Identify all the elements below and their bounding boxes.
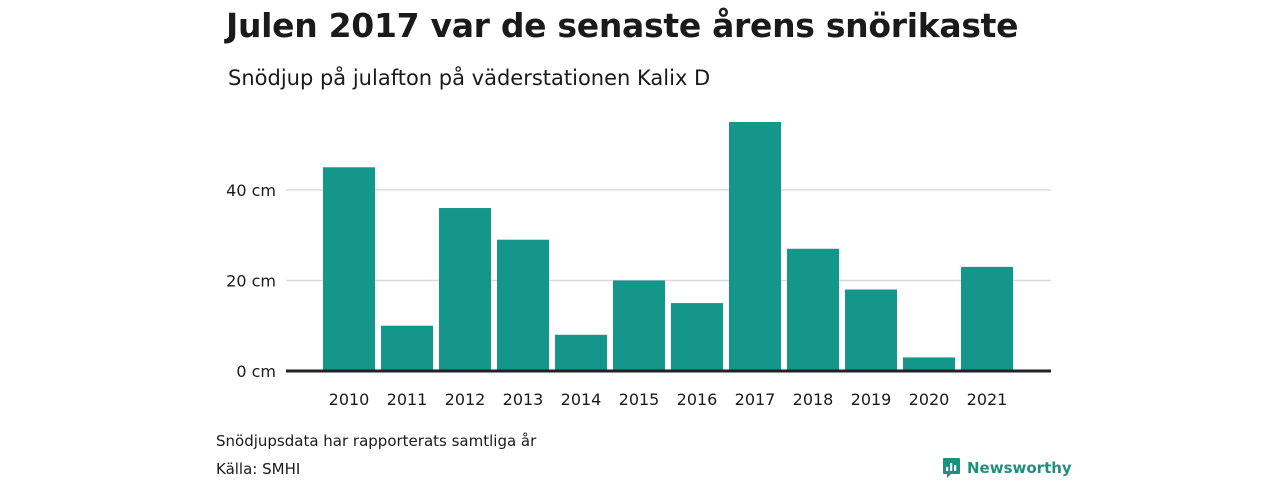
newsworthy-icon <box>943 458 960 478</box>
bar <box>555 334 607 371</box>
chart-subtitle: Snödjup på julafton på väderstationen Ka… <box>228 66 711 90</box>
x-tick-label: 2015 <box>619 390 660 409</box>
x-tick-label: 2011 <box>387 390 428 409</box>
bar <box>439 208 491 371</box>
y-tick-label: 0 cm <box>236 362 276 381</box>
x-tick-label: 2017 <box>735 390 776 409</box>
x-tick-label: 2016 <box>677 390 718 409</box>
bar <box>323 167 375 371</box>
x-tick-label: 2012 <box>445 390 486 409</box>
bar <box>613 280 665 371</box>
x-tick-label: 2013 <box>503 390 544 409</box>
source-label: Källa: SMHI <box>216 460 301 478</box>
bar-chart: 0 cm 20 cm 40 cm 2010 2011 2012 2013 2014 2015 20… <box>226 122 1051 409</box>
brand-name: Newsworthy <box>967 459 1072 477</box>
y-tick-label: 20 cm <box>226 271 276 290</box>
x-tick-label: 2019 <box>851 390 892 409</box>
chart-title: Julen 2017 var de senaste årens snörikas… <box>226 6 1019 45</box>
x-tick-label: 2018 <box>793 390 834 409</box>
x-tick-label: 2010 <box>329 390 370 409</box>
x-tick-label: 2014 <box>561 390 602 409</box>
brand-logo: Newsworthy <box>942 457 1072 479</box>
x-tick-label: 2021 <box>967 390 1008 409</box>
x-tick-label: 2020 <box>909 390 950 409</box>
bar <box>961 266 1013 371</box>
bar <box>845 289 897 371</box>
bar <box>903 357 955 371</box>
y-tick-label: 40 cm <box>226 181 276 200</box>
bar <box>787 248 839 371</box>
bar <box>729 122 781 371</box>
footnote: Snödjupsdata har rapporterats samtliga å… <box>216 432 537 450</box>
bar <box>497 239 549 371</box>
bar <box>381 325 433 371</box>
bar <box>671 303 723 371</box>
